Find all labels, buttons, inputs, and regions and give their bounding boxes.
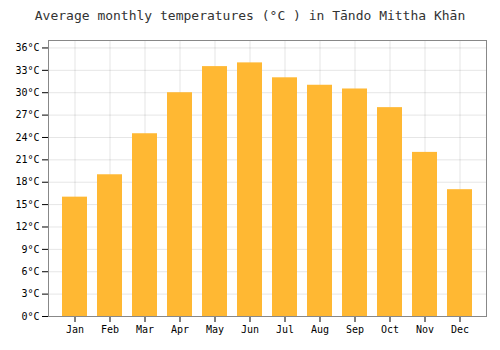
svg-text:30°C: 30°C [15,87,39,98]
svg-text:Jan: Jan [66,324,84,335]
svg-text:Oct: Oct [381,324,399,335]
svg-text:33°C: 33°C [15,65,39,76]
svg-text:Jul: Jul [276,324,294,335]
svg-text:Feb: Feb [101,324,119,335]
svg-text:Apr: Apr [171,324,189,335]
svg-text:24°C: 24°C [15,132,39,143]
svg-text:9°C: 9°C [21,244,39,255]
svg-text:May: May [206,324,224,335]
svg-text:6°C: 6°C [21,266,39,277]
svg-text:12°C: 12°C [15,221,39,232]
svg-text:36°C: 36°C [15,42,39,53]
svg-text:Sep: Sep [346,324,364,335]
svg-text:27°C: 27°C [15,109,39,120]
svg-text:21°C: 21°C [15,154,39,165]
svg-text:Aug: Aug [311,324,329,335]
svg-text:3°C: 3°C [21,288,39,299]
html-text:Average monthly temperatures (: Average monthly temperatures (°C ) in Tā… [34,8,466,23]
svg-text:15°C: 15°C [15,199,39,210]
svg-text:Dec: Dec [451,324,469,335]
svg-text:0°C: 0°C [21,311,39,322]
svg-text:Mar: Mar [136,324,154,335]
svg-text:Jun: Jun [241,324,259,335]
svg-text:Nov: Nov [416,324,434,335]
svg-text:18°C: 18°C [15,176,39,187]
